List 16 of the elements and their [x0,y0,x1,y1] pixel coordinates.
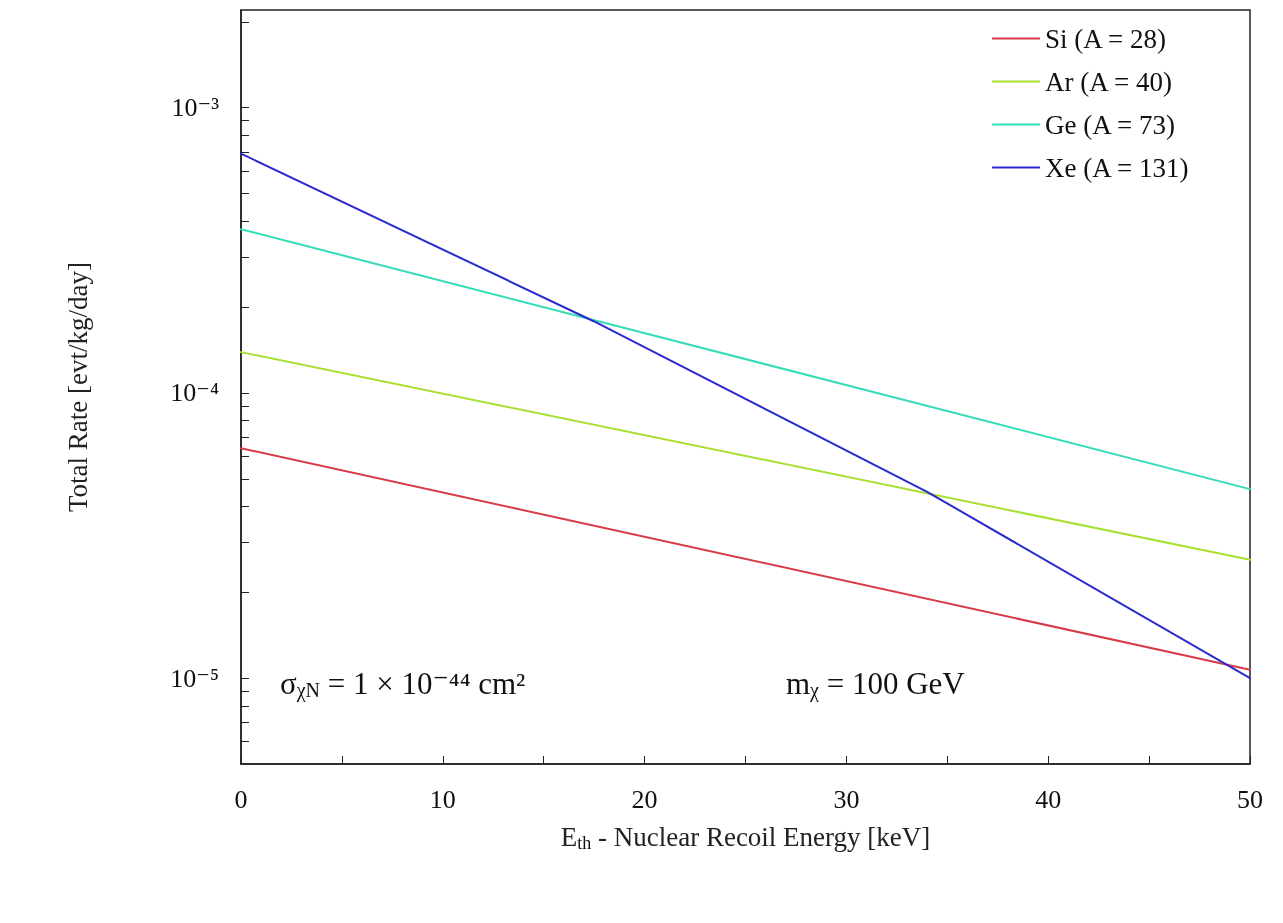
x-tick-label: 0 [234,784,248,814]
legend-label: Si (A = 28) [1045,23,1167,54]
legend-label: Ge (A = 73) [1045,109,1176,140]
annotation: σχN = 1 × 10⁻⁴⁴ cm² [280,666,526,702]
x-tick-label: 10 [429,784,456,814]
x-tick-label: 20 [631,784,658,814]
y-tick-label: 10⁻⁴ [170,378,219,408]
y-tick-label: 10⁻³ [171,93,220,123]
y-tick-label: 10⁻⁵ [170,663,219,693]
y-axis-title: Total Rate [evt/kg/day] [62,261,93,513]
annotation: mχ = 100 GeV [786,666,966,702]
legend-label: Ar (A = 40) [1045,66,1173,97]
x-tick-label: 40 [1035,784,1062,814]
legend-label: Xe (A = 131) [1045,152,1189,183]
x-tick-label: 50 [1237,784,1263,814]
x-tick-label: 30 [833,784,860,814]
